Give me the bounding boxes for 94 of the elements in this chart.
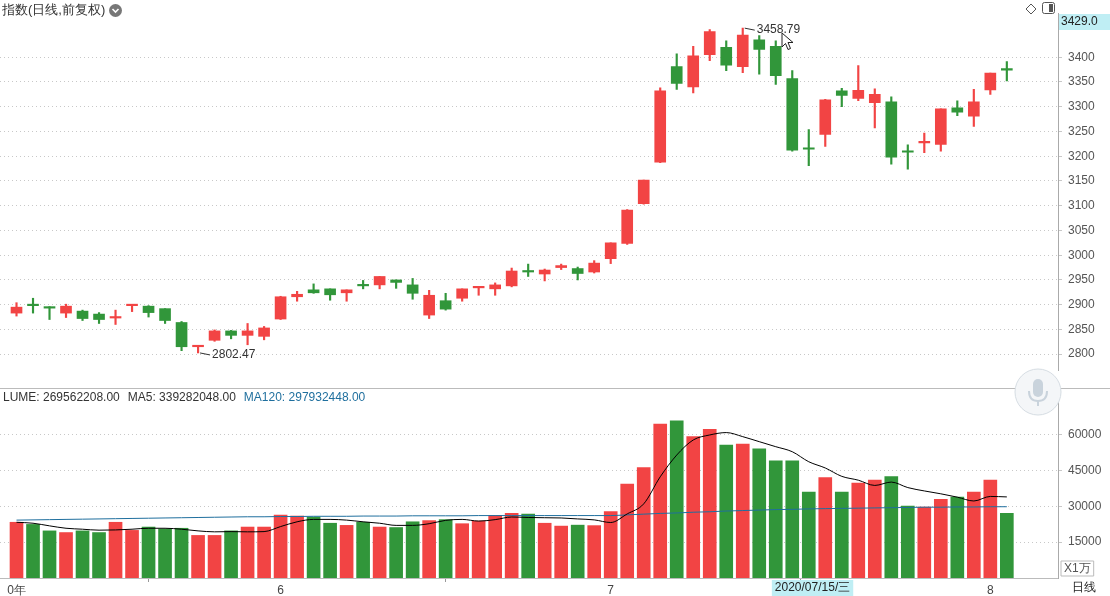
bar [554,525,569,578]
bar [735,443,750,578]
x-tick-label: 6 [277,582,285,596]
y-tick-label: 60000 [1068,426,1102,441]
bar [339,525,354,578]
bar [356,521,370,578]
bar [620,483,635,578]
bar [950,496,965,578]
y-tick-label: 30000 [1068,498,1102,513]
bar [207,535,222,578]
bar [669,420,684,578]
bar [59,532,73,578]
y-tick-label: 3000 [1068,247,1096,262]
bar [966,491,981,578]
bar [504,513,519,578]
bar [389,527,403,578]
bar [983,479,998,578]
line-series [16,432,1008,533]
bar [26,524,40,578]
y-tick-label: 3300 [1068,99,1096,114]
bar [405,521,420,578]
y-axis-title: X1万 [1064,561,1091,576]
y-tick-label: 3350 [1068,74,1096,89]
x-tick-label: 8 [986,582,994,596]
bar [752,448,767,578]
bar [455,523,469,578]
bar [570,524,585,578]
bar [801,491,816,578]
y-tick-label: 15000 [1068,534,1102,549]
bar [1000,513,1014,578]
annotation: 2802.47 [212,347,256,362]
text: 2020/07/15/三 [774,580,851,595]
bar [834,491,849,578]
bar [224,530,238,578]
y-tick-label: 2850 [1068,321,1096,336]
bar [537,522,552,578]
bar [257,526,271,578]
annotation: 3458.79 [756,22,801,37]
text: 3429.0 [1061,14,1099,29]
bar [768,460,783,578]
annotation: MA5: 339282048.00 [127,390,237,405]
bar [587,525,602,578]
bar [191,535,205,578]
y-tick-label: 2800 [1068,346,1096,361]
bar [75,530,90,578]
bar [900,505,915,578]
bar [9,521,24,578]
bar [92,532,106,578]
bar [290,515,304,578]
y-tick-label: 3050 [1068,222,1096,237]
bar [686,436,701,578]
bar [273,514,288,578]
bar [108,521,123,578]
y-tick-label: 3400 [1068,49,1096,64]
y-tick-label: 2900 [1068,296,1096,311]
bar [653,423,668,578]
annotation: LUME: 269562208.00 [3,390,121,405]
bar [917,506,932,578]
bar [521,513,536,578]
y-tick-label: 3100 [1068,198,1096,213]
bar [306,516,321,578]
text: 日线 [1072,580,1096,595]
bar [884,476,899,578]
bar [818,477,833,578]
bar [141,526,156,578]
x-tick-label: 7 [607,582,615,596]
bar [323,522,337,578]
bar [603,511,618,578]
y-tick-label: 2950 [1068,272,1096,287]
bar [422,520,436,578]
line-series [16,506,1008,521]
bar [174,527,189,578]
y-tick-label: 3200 [1068,148,1096,163]
y-tick-label: 3150 [1068,173,1096,188]
bar [438,519,453,578]
bar [488,515,502,578]
bar [125,530,139,578]
bar [719,444,734,578]
y-tick-label: 45000 [1068,462,1102,477]
bar [785,460,800,578]
bar [372,526,387,578]
bar [158,528,172,578]
bar [636,467,651,578]
y-tick-label: 3250 [1068,123,1096,138]
bar [851,482,866,578]
chart-title: 指数(日线,前复权) [2,1,106,19]
x-tick-label: 0年 [7,582,26,596]
annotation: MA120: 297932448.00 [243,390,366,405]
bar [42,530,57,578]
bar [240,526,255,578]
bar [867,479,882,578]
bar [933,498,948,578]
bar [471,520,486,578]
bar [702,428,717,578]
